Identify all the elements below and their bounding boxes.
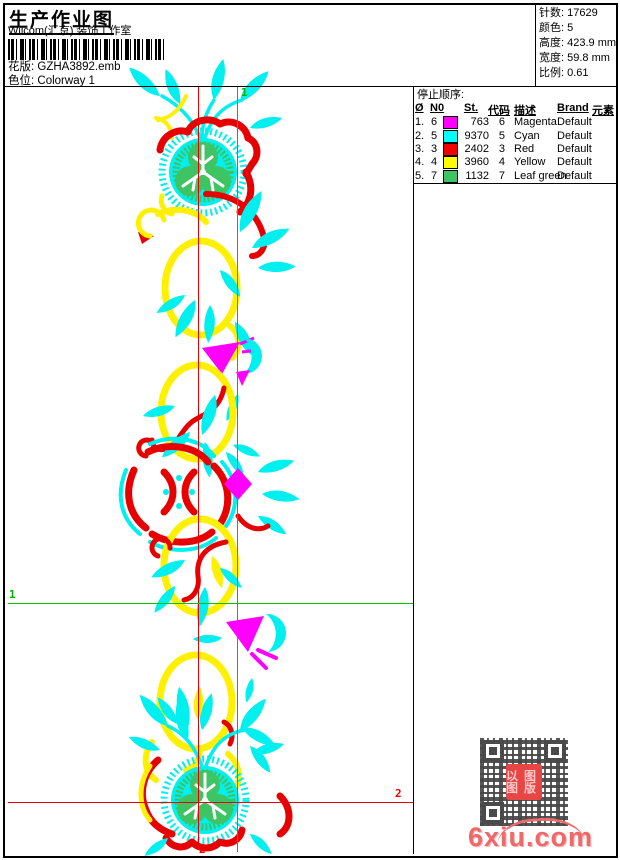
row-desc: Red bbox=[514, 143, 535, 155]
row-st: 9370 bbox=[464, 130, 489, 142]
stat-stitches: 针数: 17629 bbox=[539, 7, 598, 19]
row-needle: 7 bbox=[431, 170, 438, 182]
row-num: 3. bbox=[415, 143, 425, 155]
row-code: 5 bbox=[498, 130, 505, 142]
pattern-row: 花版: GZHA3892.emb bbox=[8, 61, 121, 74]
row-desc: Leaf green bbox=[514, 170, 567, 182]
stamp-text: 图版 bbox=[524, 769, 537, 795]
header-divider bbox=[3, 86, 616, 87]
col-header-element: 元素 bbox=[592, 105, 614, 117]
row-brand: Default bbox=[557, 156, 592, 168]
row-code: 7 bbox=[498, 170, 505, 182]
marker-start-top: 1 bbox=[241, 86, 248, 99]
col-header-seq: Ø bbox=[415, 102, 424, 114]
row-num: 2. bbox=[415, 130, 425, 142]
row-st: 2402 bbox=[464, 143, 489, 155]
row-desc: Magenta bbox=[514, 116, 557, 128]
top-flower-crown bbox=[156, 116, 261, 216]
red-curls bbox=[118, 436, 301, 552]
studio-subtitle: Wilcom(汇京) 装饰工作室 bbox=[8, 25, 132, 37]
stat-height: 高度: 423.9 mm bbox=[539, 37, 617, 49]
colorway-value: Colorway 1 bbox=[37, 75, 95, 87]
color-swatch-leaf-green bbox=[443, 170, 458, 183]
marker-end-bottom: 2 bbox=[199, 843, 206, 856]
row-brand: Default bbox=[557, 143, 592, 155]
col-header-brand: Brand bbox=[557, 102, 589, 114]
row-num: 4. bbox=[415, 156, 425, 168]
colorway-row: 色位: Colorway 1 bbox=[8, 75, 95, 88]
qr-finder-icon bbox=[482, 740, 504, 762]
col-header-desc: 描述 bbox=[514, 105, 536, 117]
stop-sequence-title: 停止顺序: bbox=[417, 89, 465, 101]
color-swatch-cyan bbox=[443, 130, 458, 143]
row-code: 4 bbox=[498, 156, 505, 168]
row-needle: 5 bbox=[431, 130, 438, 142]
row-desc: Cyan bbox=[514, 130, 540, 142]
page-title: 生产作业图 bbox=[9, 5, 115, 35]
color-swatch-magenta bbox=[443, 116, 458, 129]
stat-colors: 颜色: 5 bbox=[539, 22, 574, 34]
row-brand: Default bbox=[557, 170, 592, 182]
row-code: 6 bbox=[498, 116, 505, 128]
red-stamp: 以图 图版 bbox=[506, 764, 542, 800]
magenta-flower-a bbox=[202, 336, 262, 423]
watermark: 6xiu.com bbox=[468, 822, 594, 852]
row-brand: Default bbox=[557, 130, 592, 142]
row-needle: 3 bbox=[431, 143, 438, 155]
end-guide-vertical bbox=[198, 87, 199, 843]
stat-scale: 比例: 0.61 bbox=[539, 67, 589, 79]
row-needle: 6 bbox=[431, 116, 438, 128]
col-header-st: St. bbox=[464, 102, 479, 114]
stat-width: 宽度: 59.8 mm bbox=[539, 52, 610, 64]
end-guide-horizontal bbox=[8, 802, 413, 803]
pattern-value: GZHA3892.emb bbox=[37, 61, 121, 73]
magenta-flower-b bbox=[192, 613, 287, 704]
row-st: 3960 bbox=[464, 156, 489, 168]
qr-finder-icon bbox=[482, 802, 504, 824]
marker-end-right: 2 bbox=[395, 787, 402, 800]
col-header-code: 代码 bbox=[488, 105, 510, 117]
stats-box-divider bbox=[535, 3, 536, 86]
row-st: 763 bbox=[470, 116, 489, 128]
page-border bbox=[3, 3, 618, 858]
colorway-label: 色位: bbox=[8, 75, 35, 87]
row-needle: 4 bbox=[431, 156, 438, 168]
qr-finder-icon bbox=[544, 740, 566, 762]
row-st: 1132 bbox=[465, 170, 489, 182]
row-desc: Yellow bbox=[514, 156, 546, 168]
row-num: 1. bbox=[415, 116, 425, 128]
table-bottom-border bbox=[413, 183, 616, 184]
start-guide-vertical bbox=[237, 87, 238, 852]
row-num: 5. bbox=[415, 170, 425, 182]
marker-start-left: 1 bbox=[9, 588, 16, 601]
qr-code: 以图 图版 bbox=[480, 738, 568, 826]
row-brand: Default bbox=[557, 116, 592, 128]
barcode bbox=[8, 39, 166, 60]
row-code: 3 bbox=[498, 143, 505, 155]
col-header-needle: N0 bbox=[430, 102, 445, 114]
color-swatch-red bbox=[443, 143, 458, 156]
panel-divider bbox=[413, 86, 414, 854]
stamp-text: 以图 bbox=[506, 769, 519, 795]
start-guide-horizontal bbox=[8, 603, 413, 604]
pattern-label: 花版: bbox=[8, 61, 35, 73]
color-swatch-yellow bbox=[443, 156, 458, 169]
